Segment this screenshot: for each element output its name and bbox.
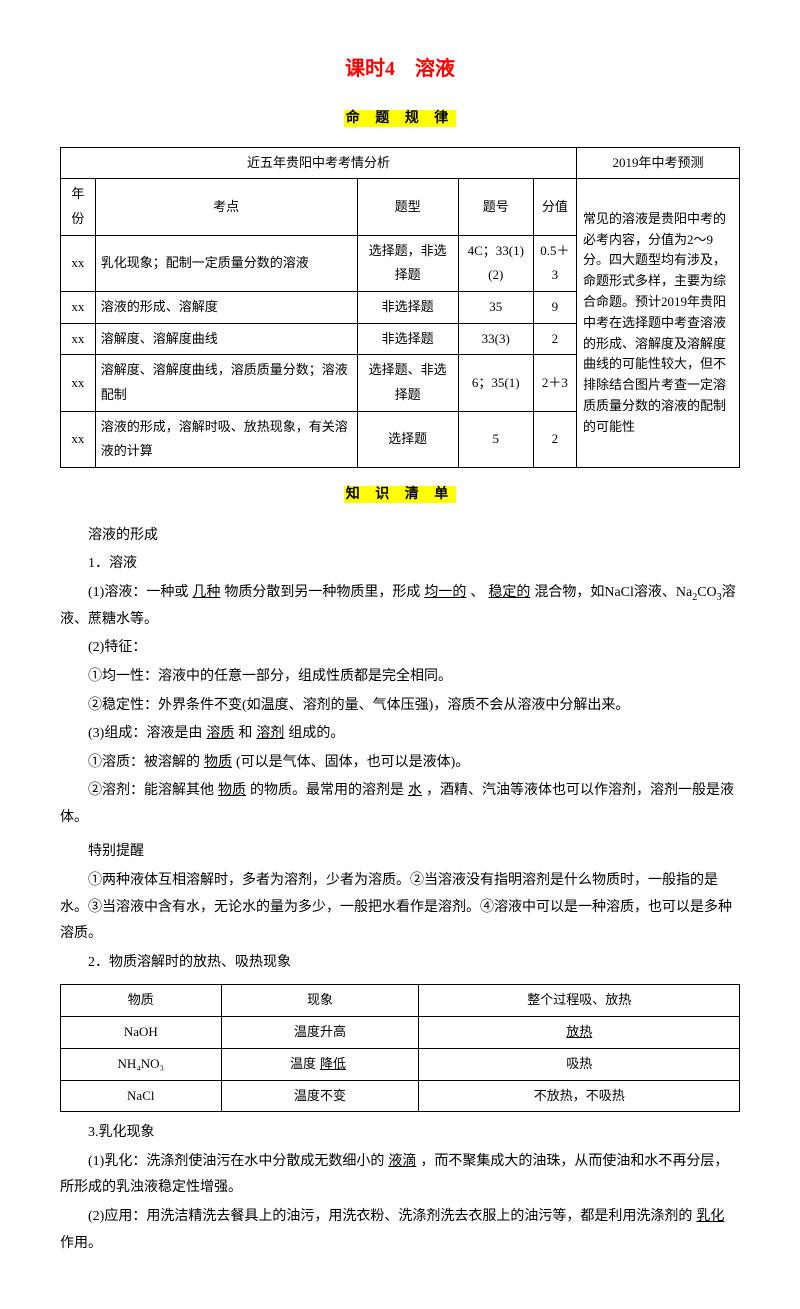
heat-table: 物质 现象 整个过程吸、放热 NaOH 温度升高 放热 NH₄NO₃ 温度降低 …	[60, 984, 740, 1112]
col-type: 题型	[357, 179, 458, 235]
para: ②稳定性：外界条件不变(如温度、溶剂的量、气体压强)，溶质不会从溶液中分解出来。	[60, 693, 740, 720]
col-num: 题号	[458, 179, 533, 235]
analysis-table: 近五年贵阳中考考情分析 2019年中考预测 年份 考点 题型 题号 分值 常见的…	[60, 147, 740, 469]
section-rules-heading: 命 题 规 律	[60, 106, 740, 133]
col-point: 考点	[95, 179, 357, 235]
para: (3)组成：溶液是由溶质和溶剂组成的。	[60, 721, 740, 748]
col-result: 整个过程吸、放热	[419, 985, 740, 1017]
col-year: 年份	[61, 179, 96, 235]
heading-2: 2．物质溶解时的放热、吸热现象	[60, 950, 740, 977]
para: (2)特征：	[60, 635, 740, 662]
para: ②溶剂：能溶解其他物质的物质。最常用的溶剂是水，酒精、汽油等液体也可以作溶剂，溶…	[60, 778, 740, 831]
para: ①溶质：被溶解的物质(可以是气体、固体，也可以是液体)。	[60, 750, 740, 777]
page-title: 课时4 溶液	[60, 50, 740, 88]
para: (1)乳化：洗涤剂使油污在水中分散成无数细小的液滴，而不聚集成大的油珠，从而使油…	[60, 1149, 740, 1202]
heading-tip: 特别提醒	[60, 839, 740, 866]
para: (2)应用：用洗洁精洗去餐具上的油污，用洗衣粉、洗涤剂洗去衣服上的油污等，都是利…	[60, 1204, 740, 1257]
th-left: 近五年贵阳中考考情分析	[61, 147, 577, 179]
table-row: NaOH 温度升高 放热	[61, 1017, 740, 1049]
col-phenomenon: 现象	[221, 985, 419, 1017]
heading-formation: 溶液的形成	[60, 523, 740, 550]
predict-cell: 常见的溶液是贵阳中考的必考内容，分值为2～9分。四大题型均有涉及，命题形式多样，…	[577, 179, 740, 468]
para: ①两种液体互相溶解时，多者为溶剂，少者为溶质。②当溶液没有指明溶剂是什么物质时，…	[60, 868, 740, 948]
section-knowledge-heading: 知 识 清 单	[60, 482, 740, 509]
th-right: 2019年中考预测	[577, 147, 740, 179]
col-score: 分值	[533, 179, 576, 235]
col-matter: 物质	[61, 985, 222, 1017]
table-row: NH₄NO₃ 温度降低 吸热	[61, 1048, 740, 1080]
para: (1)溶液：一种或几种物质分散到另一种物质里，形成均一的、稳定的混合物，如NaC…	[60, 580, 740, 633]
para: ①均一性：溶液中的任意一部分，组成性质都是完全相同。	[60, 664, 740, 691]
table-row: NaCl 温度不变 不放热，不吸热	[61, 1080, 740, 1112]
heading-1: 1．溶液	[60, 551, 740, 578]
